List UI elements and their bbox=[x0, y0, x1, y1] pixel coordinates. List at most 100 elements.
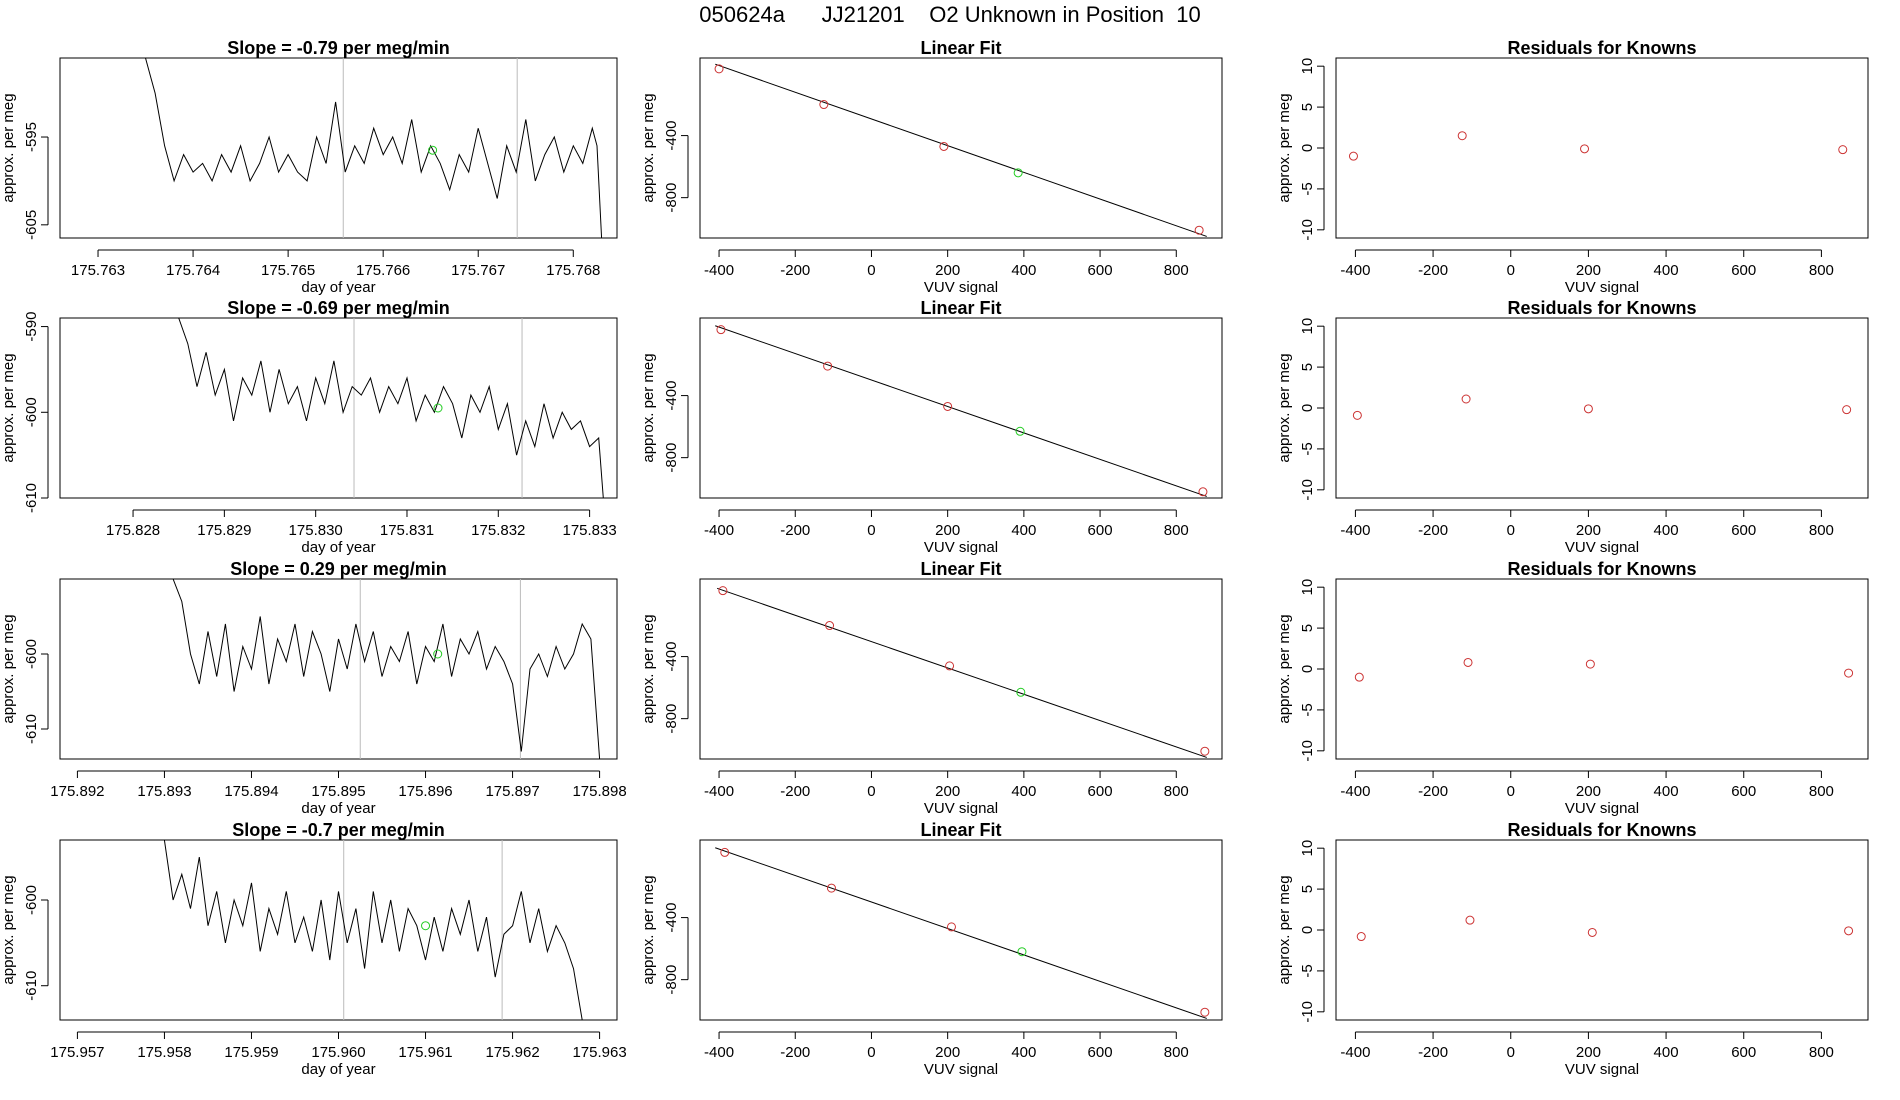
x-tick-label: 175.897 bbox=[485, 783, 539, 800]
plot-title: Slope = -0.7 per meg/min bbox=[232, 820, 445, 840]
x-tick-label: -200 bbox=[1418, 1044, 1448, 1061]
x-tick-label: -200 bbox=[1418, 522, 1448, 539]
x-axis-label: VUV signal bbox=[924, 1061, 998, 1078]
y-tick-label: 5 bbox=[1299, 885, 1316, 893]
x-axis-label: VUV signal bbox=[1565, 800, 1639, 817]
data-layer bbox=[1354, 657, 1854, 682]
plot-title: Linear Fit bbox=[920, 38, 1001, 58]
known-point bbox=[1200, 1007, 1210, 1017]
unknown-point bbox=[1015, 426, 1025, 436]
y-axis-label: approx. per meg bbox=[640, 93, 657, 202]
y-tick-label: 5 bbox=[1299, 103, 1316, 111]
x-tick-label: 800 bbox=[1164, 522, 1189, 539]
y-tick-label: 5 bbox=[1299, 624, 1316, 632]
unknown-point bbox=[428, 145, 438, 155]
data-layer bbox=[145, 58, 603, 238]
x-axis-label: VUV signal bbox=[1565, 539, 1639, 556]
x-tick-label: 600 bbox=[1088, 262, 1113, 279]
data-layer bbox=[714, 63, 1207, 237]
x-tick-label: 175.831 bbox=[380, 522, 434, 539]
y-axis-label: approx. per meg bbox=[0, 353, 17, 462]
unknown-point bbox=[433, 403, 443, 413]
plot-frame bbox=[59, 317, 618, 499]
panel-linear_fit-row1: Linear Fit -400 -200 0 200 400 600 800 VUV signa… bbox=[640, 38, 1223, 296]
y-axis-label: approx. per meg bbox=[640, 875, 657, 984]
y-tick-label: -10 bbox=[1299, 740, 1316, 762]
page-title: 050624a JJ21201 O2 Unknown in Position 1… bbox=[699, 2, 1201, 27]
data-layer bbox=[1352, 394, 1852, 420]
data-layer bbox=[715, 325, 1208, 497]
x-tick-label: 175.958 bbox=[137, 1044, 191, 1061]
x-tick-label: -400 bbox=[704, 262, 734, 279]
y-tick-label: -5 bbox=[1299, 182, 1316, 195]
x-tick-label: -200 bbox=[780, 1044, 810, 1061]
y-axis-label: approx. per meg bbox=[1276, 353, 1293, 462]
residual-point bbox=[1465, 915, 1475, 925]
residual-point bbox=[1583, 404, 1593, 414]
y-tick-label: -10 bbox=[1299, 219, 1316, 241]
y-tick-label: -5 bbox=[1299, 442, 1316, 455]
y-tick-label: -595 bbox=[23, 122, 40, 152]
y-tick-label: -800 bbox=[663, 183, 680, 213]
residual-point bbox=[1348, 151, 1358, 161]
y-tick-label: 10 bbox=[1299, 840, 1316, 857]
x-tick-label: 200 bbox=[935, 1044, 960, 1061]
y-axis-label: approx. per meg bbox=[0, 614, 17, 723]
x-tick-label: 800 bbox=[1164, 783, 1189, 800]
x-tick-label: 0 bbox=[1507, 1044, 1515, 1061]
x-tick-label: 800 bbox=[1809, 783, 1834, 800]
x-tick-label: 200 bbox=[935, 262, 960, 279]
x-tick-label: 200 bbox=[1576, 783, 1601, 800]
y-tick-label: -610 bbox=[23, 971, 40, 1001]
known-point bbox=[945, 661, 955, 671]
y-tick-label: -5 bbox=[1299, 703, 1316, 716]
plot-frame bbox=[59, 57, 618, 239]
residual-point bbox=[1457, 131, 1467, 141]
x-tick-label: 175.960 bbox=[311, 1044, 365, 1061]
x-tick-label: 200 bbox=[935, 522, 960, 539]
y-tick-label: 0 bbox=[1299, 404, 1316, 412]
x-axis-label: VUV signal bbox=[924, 279, 998, 296]
x-tick-label: 200 bbox=[935, 783, 960, 800]
x-tick-label: 175.961 bbox=[398, 1044, 452, 1061]
x-tick-label: 175.832 bbox=[471, 522, 525, 539]
plot-frame bbox=[699, 839, 1223, 1021]
unknown-point bbox=[1016, 687, 1026, 697]
x-tick-label: 175.765 bbox=[261, 262, 315, 279]
x-tick-label: 175.768 bbox=[546, 262, 600, 279]
x-axis-label: VUV signal bbox=[1565, 1061, 1639, 1078]
y-tick-label: -600 bbox=[23, 397, 40, 427]
fit-line bbox=[715, 847, 1207, 1019]
y-tick-label: -400 bbox=[663, 903, 680, 933]
panel-timeseries-row3: Slope = 0.29 per meg/min 175.892 175.893 17… bbox=[0, 559, 627, 817]
series-line bbox=[145, 58, 603, 238]
x-tick-label: 175.892 bbox=[50, 783, 104, 800]
y-tick-label: 0 bbox=[1299, 665, 1316, 673]
x-tick-label: -200 bbox=[1418, 262, 1448, 279]
residual-point bbox=[1838, 145, 1848, 155]
residual-point bbox=[1585, 659, 1595, 669]
x-tick-label: 400 bbox=[1654, 522, 1679, 539]
x-tick-label: 175.893 bbox=[137, 783, 191, 800]
residual-point bbox=[1461, 394, 1471, 404]
plot-title: Linear Fit bbox=[920, 820, 1001, 840]
x-axis-label: day of year bbox=[301, 1061, 375, 1078]
x-tick-label: 175.833 bbox=[562, 522, 616, 539]
x-tick-label: 175.896 bbox=[398, 783, 452, 800]
x-tick-label: 200 bbox=[1576, 1044, 1601, 1061]
known-point bbox=[823, 361, 833, 371]
data-layer bbox=[715, 847, 1210, 1019]
x-axis-label: day of year bbox=[301, 279, 375, 296]
x-tick-label: 0 bbox=[867, 783, 875, 800]
y-tick-label: -610 bbox=[23, 483, 40, 513]
x-tick-label: -200 bbox=[780, 783, 810, 800]
known-point bbox=[716, 325, 726, 335]
data-layer bbox=[178, 318, 604, 498]
data-layer bbox=[172, 579, 601, 759]
panel-timeseries-row2: Slope = -0.69 per meg/min 175.828 175.829 1… bbox=[0, 298, 618, 556]
x-tick-label: 800 bbox=[1164, 1044, 1189, 1061]
x-tick-label: 600 bbox=[1088, 783, 1113, 800]
known-point bbox=[1194, 225, 1204, 235]
y-tick-label: -400 bbox=[663, 381, 680, 411]
y-tick-label: -600 bbox=[23, 639, 40, 669]
